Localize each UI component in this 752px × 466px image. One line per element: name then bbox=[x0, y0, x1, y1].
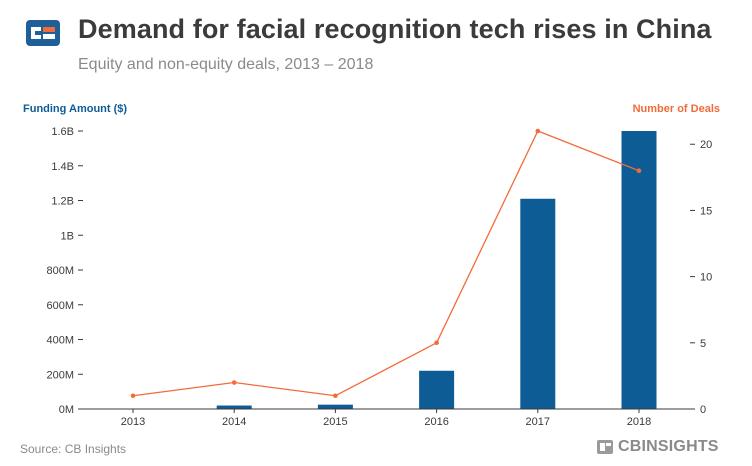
left-tick-label: 1.4B bbox=[51, 161, 74, 173]
cb-insights-brand-icon bbox=[597, 440, 613, 454]
chart-title: Demand for facial recognition tech rises… bbox=[78, 14, 712, 44]
deals-point bbox=[333, 393, 338, 399]
right-tick-label: 20 bbox=[700, 139, 712, 151]
left-tick-label: 1.2B bbox=[51, 196, 74, 208]
left-tick-label: 400M bbox=[46, 335, 74, 347]
deals-point bbox=[130, 393, 136, 399]
deals-point bbox=[535, 128, 541, 134]
right-axis-title: Number of Deals bbox=[633, 103, 720, 115]
right-tick-label: 5 bbox=[700, 338, 706, 350]
funding-bar bbox=[419, 370, 455, 409]
left-tick-label: 200M bbox=[46, 369, 74, 381]
right-tick-label: 10 bbox=[700, 272, 712, 284]
left-tick-label: 0M bbox=[59, 404, 74, 416]
left-tick-label: 600M bbox=[46, 300, 74, 312]
deals-point bbox=[434, 340, 439, 346]
cb-insights-logo-icon bbox=[26, 20, 60, 46]
x-tick-label: 2016 bbox=[424, 416, 448, 428]
funding-bar bbox=[317, 404, 353, 409]
x-tick-label: 2018 bbox=[627, 416, 651, 428]
brand-wordmark: CBINSIGHTS bbox=[618, 438, 719, 455]
x-tick-label: 2015 bbox=[323, 416, 347, 428]
chart-subtitle: Equity and non-equity deals, 2013 – 2018 bbox=[78, 56, 374, 73]
deals-line bbox=[132, 130, 640, 397]
funding-bar bbox=[216, 405, 252, 409]
x-tick-label: 2014 bbox=[222, 416, 246, 428]
left-tick-label: 1B bbox=[61, 230, 74, 242]
right-tick-label: 15 bbox=[700, 205, 712, 217]
x-tick-label: 2017 bbox=[526, 416, 550, 428]
deals-point bbox=[231, 380, 237, 385]
funding-bar bbox=[621, 131, 657, 409]
left-tick-label: 800M bbox=[46, 265, 74, 277]
source-note: Source: CB Insights bbox=[20, 442, 127, 456]
left-axis-title: Funding Amount ($) bbox=[23, 103, 127, 115]
right-tick-label: 0 bbox=[700, 404, 706, 416]
deals-point bbox=[636, 168, 642, 174]
funding-bar bbox=[520, 198, 556, 409]
left-tick-label: 1.6B bbox=[51, 126, 74, 138]
x-tick-label: 2013 bbox=[121, 416, 145, 428]
